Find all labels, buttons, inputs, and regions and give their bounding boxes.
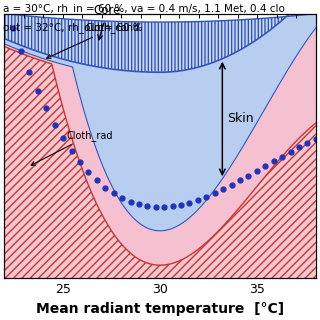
Text: a = 30°C, rh_in = 60 %, va = 0.4 m/s, 1.1 Met, 0.4 clo: a = 30°C, rh_in = 60 %, va = 0.4 m/s, 1.… [3, 3, 285, 14]
X-axis label: Mean radiant temperature  [°C]: Mean radiant temperature [°C] [36, 302, 284, 316]
Text: Skin: Skin [227, 113, 254, 125]
Text: out = 32°C, rh_out = 60 %: out = 32°C, rh_out = 60 % [3, 22, 143, 33]
Text: Cloth_cond: Cloth_cond [47, 22, 140, 58]
Text: Cloth_rad: Cloth_rad [31, 130, 113, 165]
Text: Core: Core [94, 4, 121, 40]
